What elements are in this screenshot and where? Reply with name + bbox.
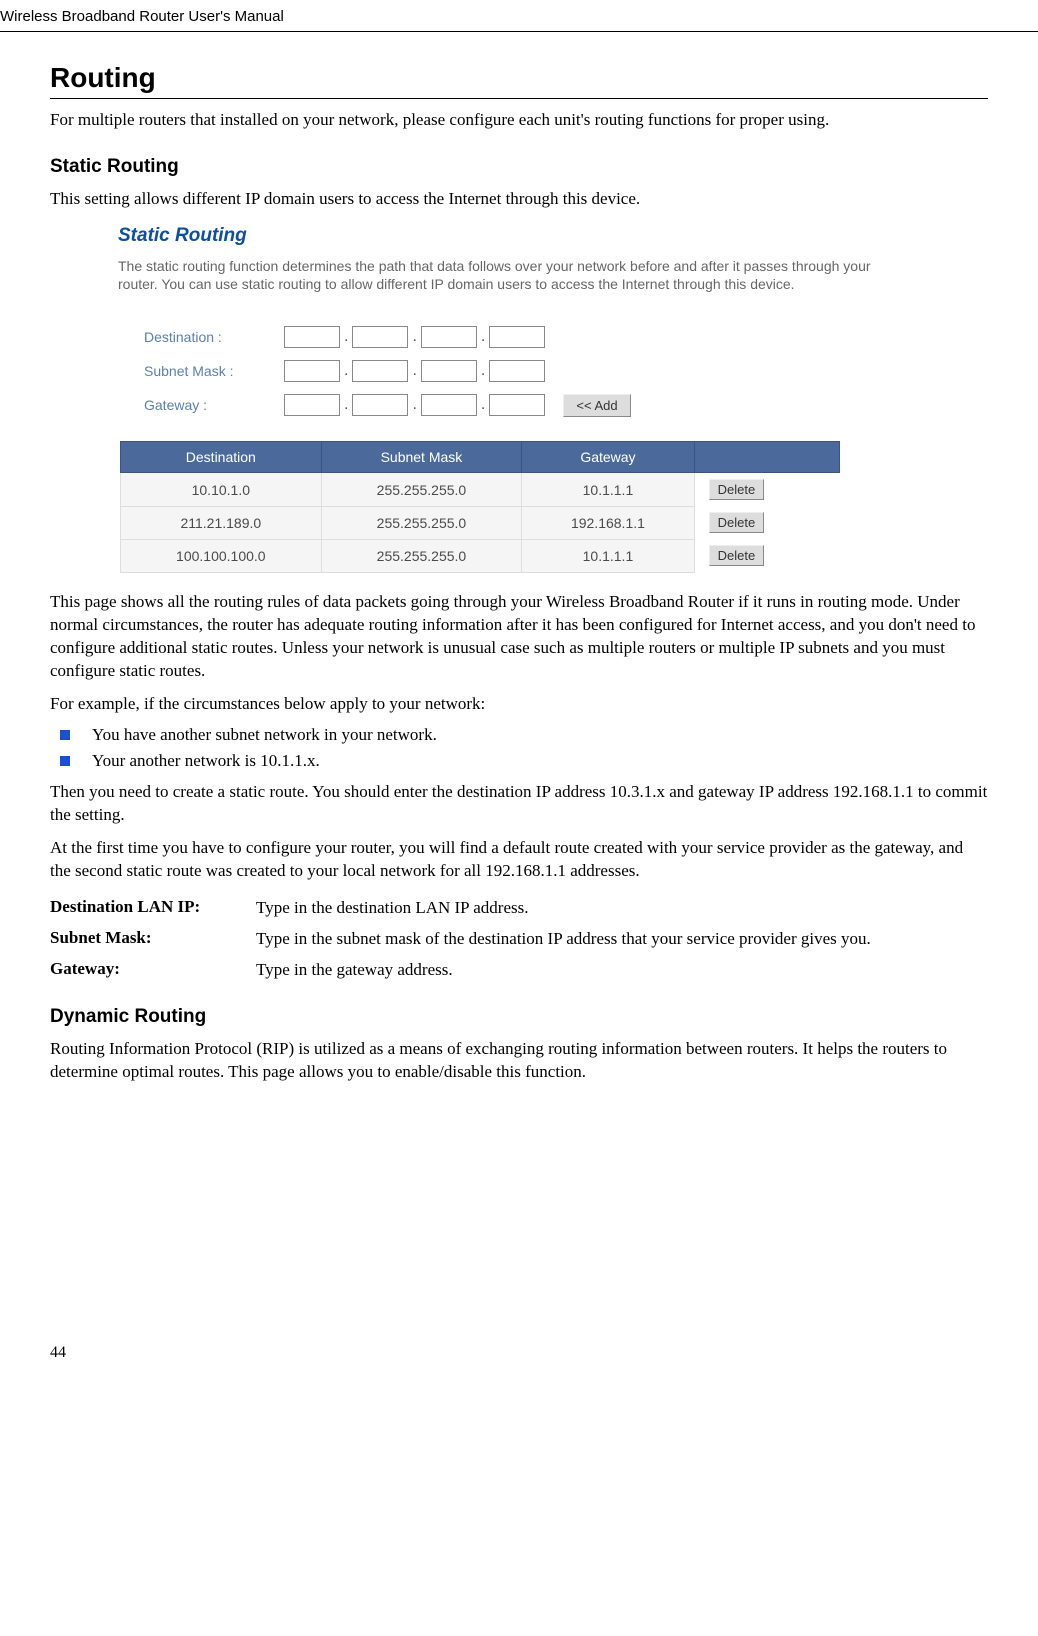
delete-button[interactable]: Delete (709, 545, 765, 566)
shot-desc: The static routing function determines t… (118, 257, 872, 293)
table-row: 10.10.1.0 255.255.255.0 10.1.1.1 Delete (121, 473, 840, 507)
subnet-oct2[interactable] (352, 360, 408, 382)
subnet-oct1[interactable] (284, 360, 340, 382)
destination-oct1[interactable] (284, 326, 340, 348)
cell-mask: 255.255.255.0 (321, 506, 522, 539)
cell-action: Delete (694, 473, 839, 507)
list-item: You have another subnet network in your … (50, 725, 988, 745)
delete-button[interactable]: Delete (709, 512, 765, 533)
def-desc: Type in the subnet mask of the destinati… (256, 928, 871, 951)
gateway-oct4[interactable] (489, 394, 545, 416)
static-routing-screenshot: Static Routing The static routing functi… (110, 225, 880, 573)
def-row: Subnet Mask: Type in the subnet mask of … (50, 928, 988, 951)
cell-dest: 211.21.189.0 (121, 506, 322, 539)
destination-label: Destination : (144, 329, 284, 345)
subnet-oct4[interactable] (489, 360, 545, 382)
cell-dest: 100.100.100.0 (121, 539, 322, 572)
def-term: Gateway: (50, 959, 256, 982)
def-desc: Type in the destination LAN IP address. (256, 897, 529, 920)
delete-button[interactable]: Delete (709, 479, 765, 500)
col-subnet: Subnet Mask (321, 442, 522, 473)
section-intro: For multiple routers that installed on y… (50, 109, 988, 132)
cell-mask: 255.255.255.0 (321, 473, 522, 507)
bullet-text: Your another network is 10.1.1.x. (92, 751, 320, 771)
def-desc: Type in the gateway address. (256, 959, 453, 982)
cell-dest: 10.10.1.0 (121, 473, 322, 507)
gateway-oct2[interactable] (352, 394, 408, 416)
page-header: Wireless Broadband Router User's Manual (0, 0, 1038, 32)
table-row: 100.100.100.0 255.255.255.0 10.1.1.1 Del… (121, 539, 840, 572)
cell-action: Delete (694, 506, 839, 539)
square-bullet-icon (60, 756, 70, 766)
def-row: Gateway: Type in the gateway address. (50, 959, 988, 982)
form-block: Destination : . . . Subnet Mask : . . . … (144, 323, 880, 419)
def-row: Destination LAN IP: Type in the destinat… (50, 897, 988, 920)
destination-oct4[interactable] (489, 326, 545, 348)
cell-gw: 10.1.1.1 (522, 539, 694, 572)
shot-title: Static Routing (118, 225, 880, 247)
list-item: Your another network is 10.1.1.x. (50, 751, 988, 771)
subnet-label: Subnet Mask : (144, 363, 284, 379)
destination-oct3[interactable] (421, 326, 477, 348)
section-title: Routing (50, 62, 988, 99)
routes-table: Destination Subnet Mask Gateway 10.10.1.… (120, 441, 840, 573)
cell-action: Delete (694, 539, 839, 572)
cell-mask: 255.255.255.0 (321, 539, 522, 572)
destination-oct2[interactable] (352, 326, 408, 348)
table-header-row: Destination Subnet Mask Gateway (121, 442, 840, 473)
page-body: Routing For multiple routers that instal… (0, 62, 1038, 1402)
dynamic-routing-title: Dynamic Routing (50, 1006, 988, 1028)
static-explain1: This page shows all the routing rules of… (50, 591, 988, 683)
col-destination: Destination (121, 442, 322, 473)
cell-gw: 192.168.1.1 (522, 506, 694, 539)
table-row: 211.21.189.0 255.255.255.0 192.168.1.1 D… (121, 506, 840, 539)
definitions: Destination LAN IP: Type in the destinat… (50, 897, 988, 982)
subnet-row: Subnet Mask : . . . (144, 357, 880, 385)
static-explain2: For example, if the circumstances below … (50, 693, 988, 716)
static-explain3: Then you need to create a static route. … (50, 781, 988, 827)
static-routing-title: Static Routing (50, 156, 988, 178)
col-action (694, 442, 839, 473)
def-term: Destination LAN IP: (50, 897, 256, 920)
square-bullet-icon (60, 730, 70, 740)
static-explain4: At the first time you have to configure … (50, 837, 988, 883)
bullet-text: You have another subnet network in your … (92, 725, 437, 745)
destination-row: Destination : . . . (144, 323, 880, 351)
page-number: 44 (50, 1344, 988, 1362)
gateway-row: Gateway : . . . << Add (144, 391, 880, 419)
col-gateway: Gateway (522, 442, 694, 473)
header-title: Wireless Broadband Router User's Manual (0, 8, 284, 25)
gateway-label: Gateway : (144, 397, 284, 413)
dynamic-routing-intro: Routing Information Protocol (RIP) is ut… (50, 1038, 988, 1084)
bullet-list: You have another subnet network in your … (50, 725, 988, 771)
gateway-oct1[interactable] (284, 394, 340, 416)
add-button[interactable]: << Add (563, 394, 630, 417)
static-routing-intro: This setting allows different IP domain … (50, 188, 988, 211)
def-term: Subnet Mask: (50, 928, 256, 951)
subnet-oct3[interactable] (421, 360, 477, 382)
gateway-oct3[interactable] (421, 394, 477, 416)
cell-gw: 10.1.1.1 (522, 473, 694, 507)
